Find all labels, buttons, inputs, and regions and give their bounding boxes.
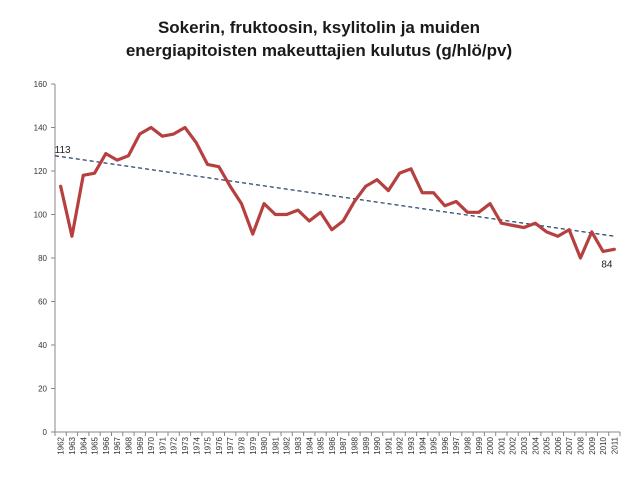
x-tick-label: 1968 (124, 436, 133, 454)
x-tick-label: 1987 (339, 436, 348, 454)
x-tick-label: 1979 (249, 436, 258, 454)
x-tick-label: 1982 (283, 436, 292, 454)
x-tick-label: 1967 (113, 436, 122, 454)
x-tick-label: 2007 (565, 436, 574, 454)
x-tick-label: 1985 (317, 436, 326, 454)
x-tick-label: 1992 (396, 436, 405, 454)
y-tick-label: 80 (38, 254, 47, 263)
x-tick-label: 1993 (407, 436, 416, 454)
x-tick-label: 1977 (226, 436, 235, 454)
x-tick-label: 1974 (192, 436, 201, 454)
x-tick-label: 1971 (158, 436, 167, 454)
x-tick-label: 1973 (181, 436, 190, 454)
x-tick-label: 1963 (68, 436, 77, 454)
x-tick-label: 1991 (384, 436, 393, 454)
x-tick-label: 2003 (520, 436, 529, 454)
y-tick-label: 100 (34, 211, 48, 220)
y-tick-label: 140 (34, 124, 48, 133)
x-tick-label: 1964 (79, 436, 88, 454)
x-tick-label: 1975 (204, 436, 213, 454)
x-tick-label: 2002 (509, 436, 518, 454)
x-tick-label: 1989 (362, 436, 371, 454)
x-tick-label: 1965 (91, 436, 100, 454)
x-tick-label: 1966 (102, 436, 111, 454)
x-tick-label: 1978 (237, 436, 246, 454)
x-tick-label: 2011 (610, 436, 619, 454)
x-tick-label: 1970 (147, 436, 156, 454)
x-tick-label: 1986 (328, 436, 337, 454)
x-tick-label: 1995 (430, 436, 439, 454)
chart-title-line-2: energiapitoisten makeuttajien kulutus (g… (125, 41, 513, 60)
y-tick-label: 0 (43, 428, 48, 437)
x-tick-label: 1990 (373, 436, 382, 454)
x-tick-label: 1969 (136, 436, 145, 454)
y-tick-label: 20 (38, 385, 47, 394)
x-tick-label: 1981 (271, 436, 280, 454)
x-tick-label: 1984 (305, 436, 314, 454)
x-tick-label: 1962 (57, 436, 66, 454)
y-tick-label: 120 (34, 167, 48, 176)
x-tick-label: 1997 (452, 436, 461, 454)
y-tick-label: 60 (38, 298, 47, 307)
data-label: 84 (601, 259, 613, 270)
x-tick-label: 1999 (475, 436, 484, 454)
x-tick-label: 2001 (497, 436, 506, 454)
x-tick-label: 1976 (215, 436, 224, 454)
x-tick-label: 2009 (588, 436, 597, 454)
chart-title-line-1: Sokerin, fruktoosin, ksylitolin ja muide… (157, 18, 481, 37)
x-tick-label: 2010 (599, 436, 608, 454)
x-tick-label: 2006 (554, 436, 563, 454)
x-tick-label: 1980 (260, 436, 269, 454)
trendline (54, 155, 615, 237)
x-tick-label: 1994 (418, 436, 427, 454)
x-tick-label: 1972 (170, 436, 179, 454)
y-tick-label: 40 (38, 341, 47, 350)
x-tick-label: 2008 (576, 436, 585, 454)
x-tick-label: 2004 (531, 436, 540, 454)
x-tick-label: 2000 (486, 436, 495, 454)
x-tick-label: 1983 (294, 436, 303, 454)
series-line (59, 125, 616, 260)
x-tick-label: 1988 (350, 436, 359, 454)
x-tick-label: 1996 (441, 436, 450, 454)
x-tick-label: 2005 (543, 436, 552, 454)
data-label: 113 (55, 145, 71, 156)
y-tick-label: 160 (34, 80, 48, 89)
x-tick-label: 1998 (463, 436, 472, 454)
